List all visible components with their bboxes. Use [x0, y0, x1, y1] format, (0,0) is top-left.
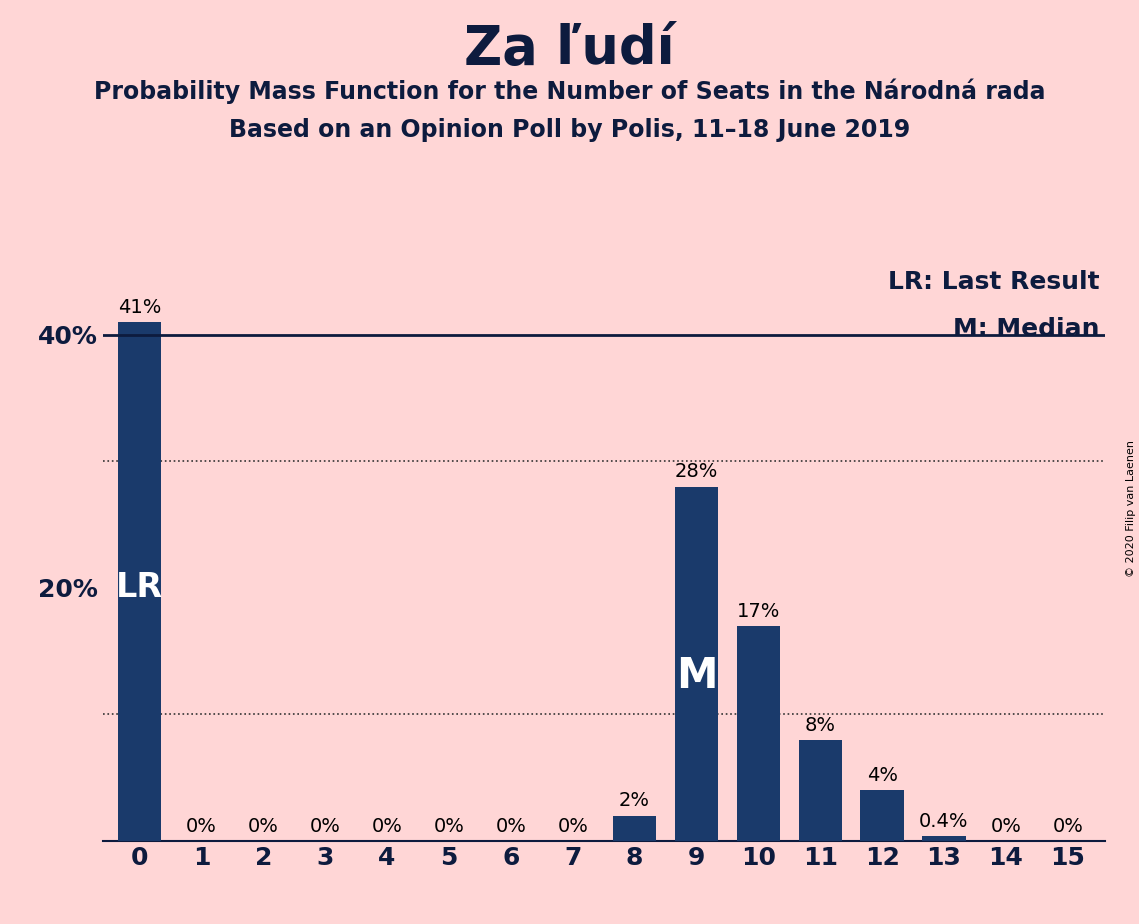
Bar [674, 487, 718, 841]
Text: 0%: 0% [248, 817, 279, 836]
Text: M: M [675, 655, 718, 698]
Text: 0%: 0% [495, 817, 526, 836]
Text: Za ľudí: Za ľudí [465, 23, 674, 75]
Bar [118, 322, 162, 841]
Text: 0%: 0% [1052, 817, 1083, 836]
Text: LR: Last Result: LR: Last Result [888, 271, 1100, 295]
Bar [613, 816, 656, 841]
Text: 17%: 17% [737, 602, 780, 621]
Text: 0%: 0% [186, 817, 216, 836]
Text: 41%: 41% [118, 298, 162, 317]
Bar [798, 739, 842, 841]
Text: Based on an Opinion Poll by Polis, 11–18 June 2019: Based on an Opinion Poll by Polis, 11–18… [229, 118, 910, 142]
Text: M: Median: M: Median [953, 317, 1100, 341]
Text: 0%: 0% [557, 817, 588, 836]
Text: © 2020 Filip van Laenen: © 2020 Filip van Laenen [1126, 440, 1136, 577]
Text: 0%: 0% [371, 817, 402, 836]
Text: 2%: 2% [620, 792, 650, 810]
Text: 4%: 4% [867, 766, 898, 785]
Bar [737, 626, 780, 841]
Bar [860, 790, 903, 841]
Text: 0.4%: 0.4% [919, 811, 968, 831]
Text: 0%: 0% [991, 817, 1022, 836]
Text: 28%: 28% [674, 462, 719, 481]
Text: 0%: 0% [310, 817, 341, 836]
Text: 8%: 8% [805, 715, 836, 735]
Text: Probability Mass Function for the Number of Seats in the Národná rada: Probability Mass Function for the Number… [93, 79, 1046, 104]
Text: LR: LR [116, 571, 163, 604]
Text: 0%: 0% [434, 817, 465, 836]
Bar [923, 836, 966, 841]
